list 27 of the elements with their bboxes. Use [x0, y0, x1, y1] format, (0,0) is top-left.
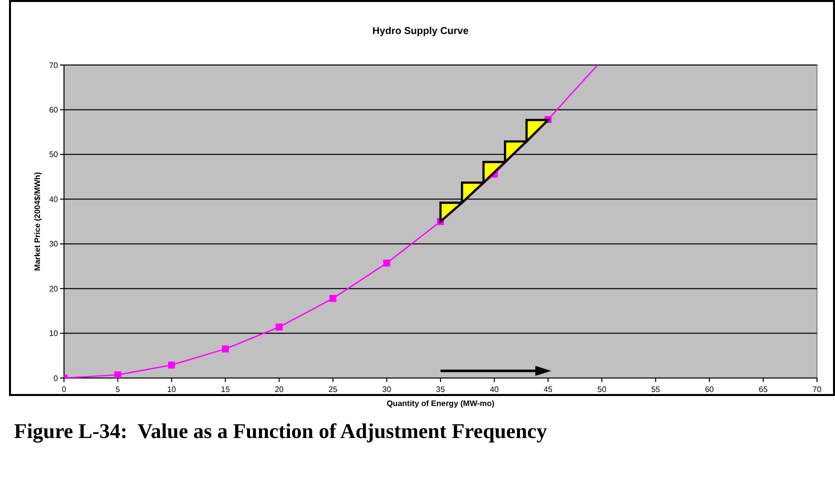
x-tick-label: 65	[758, 385, 768, 394]
y-axis-title: Market Price (2004$/MWh)	[33, 172, 42, 271]
x-tick-label: 70	[812, 385, 822, 394]
x-tick-label: 15	[220, 385, 230, 394]
y-tick-label: 0	[54, 374, 59, 383]
y-tick-label: 50	[49, 150, 59, 160]
x-tick-label: 20	[274, 385, 284, 394]
x-tick-label: 30	[382, 385, 392, 394]
x-tick-label: 60	[704, 385, 714, 394]
chart-title: Hydro Supply Curve	[372, 26, 469, 37]
x-tick-label: 25	[328, 385, 338, 394]
x-tick-label: 55	[651, 385, 661, 394]
x-tick-label: 35	[436, 385, 446, 394]
x-tick-label: 50	[597, 385, 607, 394]
y-tick-label: 60	[49, 106, 59, 115]
x-tick-label: 40	[490, 385, 500, 394]
x-axis-title: Quantity of Energy (MW-mo)	[386, 399, 495, 408]
x-tick-label: 45	[544, 385, 554, 394]
y-tick-label: 40	[49, 194, 59, 204]
text: Figure L-34: Value as a Function of Adjustment Frequency	[14, 419, 548, 443]
x-tick-label: 5	[116, 385, 121, 394]
y-tick-label: 70	[49, 60, 59, 70]
x-tick-label: 0	[62, 385, 67, 394]
y-tick-label: 20	[49, 284, 59, 294]
x-tick-label: 10	[167, 385, 177, 394]
y-tick-label: 10	[49, 329, 59, 338]
y-tick-label: 30	[49, 240, 59, 249]
